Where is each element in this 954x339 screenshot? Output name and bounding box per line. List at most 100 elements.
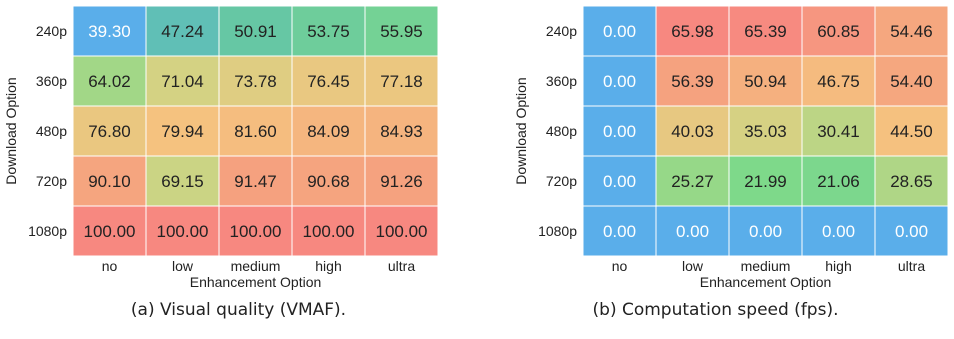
heatmap-cell	[72, 155, 147, 207]
cell-value-label: 56.39	[671, 72, 714, 91]
cell-value-label: 100.00	[303, 222, 355, 241]
cell-value-label: 0.00	[895, 222, 928, 241]
x-axis-label: Enhancement Option	[700, 274, 832, 290]
y-tick-label: 1080p	[28, 223, 67, 239]
cell-value-label: 54.46	[890, 22, 933, 41]
heatmap-cell	[218, 5, 293, 57]
cell-value-label: 71.04	[161, 72, 204, 91]
cell-value-label: 69.15	[161, 172, 204, 191]
heatmap-cell	[218, 205, 293, 257]
heatmap-cell	[291, 105, 366, 157]
cell-value-label: 79.94	[161, 122, 204, 141]
x-tick-label: no	[102, 258, 118, 274]
y-tick-label: 360p	[36, 73, 67, 89]
x-tick-label: medium	[741, 258, 791, 274]
heatmap-panel-fps: 0.00 65.98 65.39 60.85 54.46 0.00 56.39 50.94 46…	[477, 0, 954, 339]
cell-value-label: 47.24	[161, 22, 204, 41]
y-tick-label: 1080p	[538, 223, 577, 239]
heatmap-cell	[218, 55, 293, 107]
heatmap-cell	[728, 205, 803, 257]
y-tick-label: 240p	[36, 23, 67, 39]
cell-value-label: 65.39	[744, 22, 787, 41]
cell-value-label: 90.68	[307, 172, 350, 191]
heatmap-cell	[218, 155, 293, 207]
heatmap-cell	[801, 205, 876, 257]
x-tick-label: high	[315, 258, 341, 274]
x-tick-label: medium	[231, 258, 281, 274]
heatmap-cell	[364, 205, 439, 257]
cell-value-label: 73.78	[234, 72, 277, 91]
heatmap-cell	[145, 105, 220, 157]
cell-value-label: 0.00	[603, 122, 636, 141]
y-tick-label: 480p	[36, 123, 67, 139]
y-axis-label: Download Option	[513, 77, 529, 184]
heatmap-cell	[145, 155, 220, 207]
heatmap-cell	[655, 5, 730, 57]
heatmap-cell	[72, 205, 147, 257]
heatmap-cell	[874, 105, 949, 157]
cell-value-label: 0.00	[822, 222, 855, 241]
cell-value-label: 100.00	[84, 222, 136, 241]
cell-value-label: 54.40	[890, 72, 933, 91]
heatmap-cell	[655, 155, 730, 207]
heatmap-cell	[874, 205, 949, 257]
heatmap-cell	[801, 5, 876, 57]
cell-value-label: 50.94	[744, 72, 787, 91]
cell-value-label: 64.02	[88, 72, 131, 91]
x-tick-label: ultra	[898, 258, 925, 274]
cell-value-label: 0.00	[603, 222, 636, 241]
heatmap-cell	[874, 155, 949, 207]
cell-value-label: 100.00	[376, 222, 428, 241]
cell-value-label: 55.95	[380, 22, 423, 41]
cell-value-label: 0.00	[676, 222, 709, 241]
cell-value-label: 91.47	[234, 172, 277, 191]
cell-value-label: 0.00	[603, 72, 636, 91]
heatmap-cell	[364, 155, 439, 207]
heatmap-cell	[728, 155, 803, 207]
y-tick-label: 480p	[546, 123, 577, 139]
cell-value-label: 35.03	[744, 122, 787, 141]
x-tick-label: high	[825, 258, 851, 274]
y-tick-label: 360p	[546, 73, 577, 89]
heatmap-cell	[582, 105, 657, 157]
cell-value-label: 81.60	[234, 122, 277, 141]
caption-vmaf: (a) Visual quality (VMAF).	[130, 300, 347, 320]
heatmap-cell	[582, 205, 657, 257]
heatmap-cell	[72, 55, 147, 107]
fps-heatmap-chart: 0.00 65.98 65.39 60.85 54.46 0.00 56.39 50.94 46…	[513, 5, 949, 290]
vmaf-heatmap-chart: 39.30 47.24 50.91 53.75 55.95 64.02 71.04 73.78…	[3, 5, 439, 290]
cell-value-label: 44.50	[890, 122, 933, 141]
cell-value-label: 50.91	[234, 22, 277, 41]
heatmap-cell	[582, 55, 657, 107]
cell-value-label: 21.99	[744, 172, 787, 191]
heatmap-cell	[72, 5, 147, 57]
heatmap-cell	[291, 155, 366, 207]
cell-value-label: 21.06	[817, 172, 860, 191]
heatmap-cell	[145, 5, 220, 57]
cell-value-label: 91.26	[380, 172, 423, 191]
heatmap-cell	[801, 105, 876, 157]
y-tick-label: 720p	[546, 173, 577, 189]
y-tick-label: 720p	[36, 173, 67, 189]
cell-value-label: 76.80	[88, 122, 131, 141]
cell-value-label: 53.75	[307, 22, 350, 41]
heatmap-cell	[728, 5, 803, 57]
heatmap-cell	[874, 5, 949, 57]
caption-fps: (b) Computation speed (fps).	[592, 300, 839, 320]
x-tick-label: ultra	[388, 258, 415, 274]
cell-value-label: 77.18	[380, 72, 423, 91]
x-tick-label: low	[172, 258, 194, 274]
cell-value-label: 0.00	[603, 22, 636, 41]
x-axis-label: Enhancement Option	[190, 274, 322, 290]
cell-value-label: 46.75	[817, 72, 860, 91]
heatmap-cell	[145, 205, 220, 257]
cell-value-label: 90.10	[88, 172, 131, 191]
y-axis-label: Download Option	[3, 77, 19, 184]
cell-value-label: 60.85	[817, 22, 860, 41]
cell-value-label: 65.98	[671, 22, 714, 41]
cell-value-label: 0.00	[603, 172, 636, 191]
heatmap-cell	[655, 205, 730, 257]
heatmap-cell	[655, 105, 730, 157]
cell-value-label: 0.00	[749, 222, 782, 241]
x-tick-label: low	[682, 258, 704, 274]
